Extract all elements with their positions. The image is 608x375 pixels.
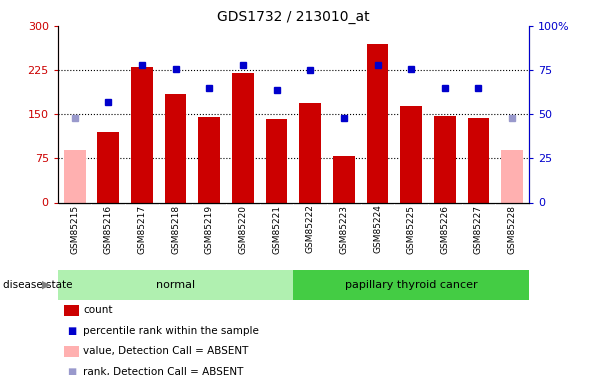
Text: GSM85228: GSM85228 bbox=[508, 204, 517, 254]
Text: normal: normal bbox=[156, 280, 195, 290]
Bar bbox=[232, 73, 254, 202]
Text: GSM85217: GSM85217 bbox=[137, 204, 147, 254]
Bar bbox=[468, 118, 489, 202]
Bar bbox=[400, 106, 422, 202]
Text: GSM85215: GSM85215 bbox=[70, 204, 79, 254]
Text: papillary thyroid cancer: papillary thyroid cancer bbox=[345, 280, 477, 290]
Text: ▶: ▶ bbox=[42, 280, 50, 290]
Bar bbox=[198, 117, 220, 202]
Text: disease state: disease state bbox=[3, 280, 72, 290]
Text: ■: ■ bbox=[67, 326, 76, 336]
Text: GSM85221: GSM85221 bbox=[272, 204, 281, 254]
Text: GSM85218: GSM85218 bbox=[171, 204, 180, 254]
Bar bbox=[266, 119, 288, 202]
Text: ■: ■ bbox=[67, 367, 76, 375]
Bar bbox=[434, 116, 456, 202]
Text: GSM85224: GSM85224 bbox=[373, 204, 382, 254]
Text: value, Detection Call = ABSENT: value, Detection Call = ABSENT bbox=[83, 346, 249, 356]
Bar bbox=[131, 68, 153, 203]
Bar bbox=[299, 103, 321, 202]
Text: GSM85226: GSM85226 bbox=[440, 204, 449, 254]
Text: count: count bbox=[83, 305, 113, 315]
Text: GSM85216: GSM85216 bbox=[104, 204, 112, 254]
Bar bbox=[367, 44, 389, 203]
Text: GSM85225: GSM85225 bbox=[407, 204, 416, 254]
Bar bbox=[501, 150, 523, 202]
Text: GSM85222: GSM85222 bbox=[306, 204, 315, 254]
Title: GDS1732 / 213010_at: GDS1732 / 213010_at bbox=[217, 10, 370, 24]
Bar bbox=[97, 132, 119, 202]
Bar bbox=[333, 156, 355, 203]
Bar bbox=[165, 94, 187, 202]
Text: rank, Detection Call = ABSENT: rank, Detection Call = ABSENT bbox=[83, 367, 244, 375]
Text: percentile rank within the sample: percentile rank within the sample bbox=[83, 326, 259, 336]
Text: GSM85220: GSM85220 bbox=[238, 204, 247, 254]
Text: GSM85223: GSM85223 bbox=[339, 204, 348, 254]
FancyBboxPatch shape bbox=[293, 270, 529, 300]
FancyBboxPatch shape bbox=[58, 270, 293, 300]
Text: GSM85219: GSM85219 bbox=[205, 204, 214, 254]
Bar bbox=[64, 150, 86, 202]
Text: GSM85227: GSM85227 bbox=[474, 204, 483, 254]
